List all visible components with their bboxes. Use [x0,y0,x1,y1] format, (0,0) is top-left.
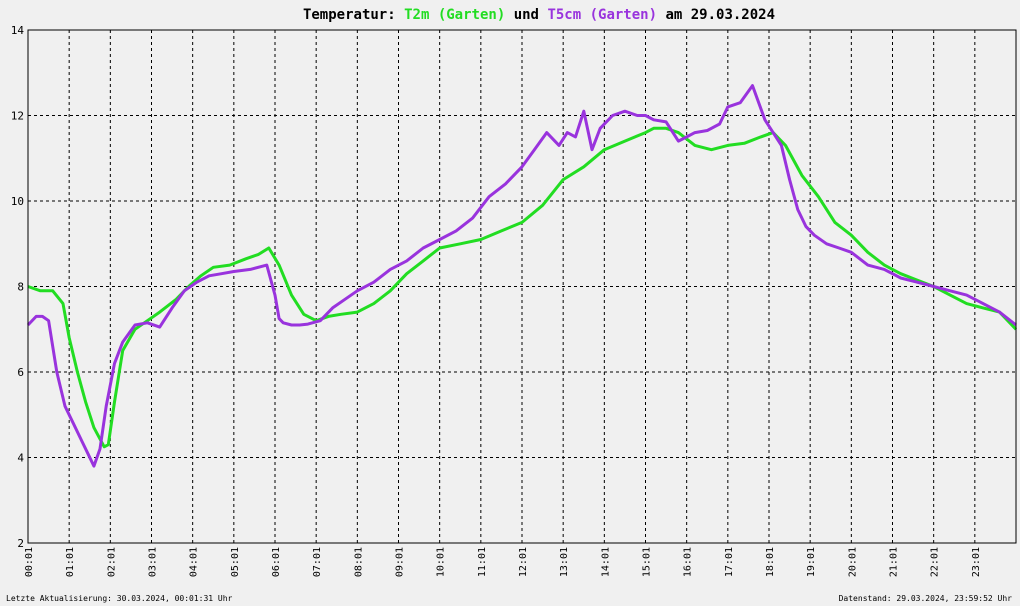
x-axis: 00:01 01:01 02:01 03:01 04:01 05:01 06:01 07:01… [24,547,982,577]
x-tick-label: 13:01 [559,547,570,577]
x-tick-label: 03:01 [148,547,159,577]
x-tick-label: 15:01 [642,547,653,577]
title-series-2: T5cm (Garten) [547,7,657,23]
y-axis: 2 4 6 8 10 12 14 [11,24,25,550]
x-tick-label: 21:01 [889,547,900,577]
y-tick-label: 2 [17,537,24,550]
x-tick-label: 22:01 [930,547,941,577]
x-tick-label: 16:01 [683,547,694,577]
footer-last-update: Letzte Aktualisierung: 30.03.2024, 00:01… [6,594,233,603]
series-lines [26,84,1018,468]
x-tick-label: 23:01 [971,547,982,577]
x-tick-label: 06:01 [271,547,282,577]
x-tick-label: 00:01 [24,547,35,577]
x-tick-label: 10:01 [436,547,447,577]
title-suffix: am 29.03.2024 [665,7,775,23]
chart-title: Temperatur: T2m (Garten) und T5cm (Garte… [303,7,775,23]
x-tick-label: 19:01 [806,547,817,577]
title-prefix: Temperatur: [303,7,396,23]
grid [28,30,1016,543]
y-tick-label: 12 [11,110,24,123]
x-tick-label: 17:01 [724,547,735,577]
x-tick-label: 01:01 [65,547,76,577]
y-tick-label: 8 [17,281,24,294]
plot-frame [27,29,1017,544]
x-tick-label: 14:01 [600,547,611,577]
x-tick-label: 05:01 [230,547,241,577]
title-mid: und [514,7,539,23]
title-series-1: T2m (Garten) [404,7,505,23]
x-tick-label: 08:01 [353,547,364,577]
y-tick-label: 4 [17,452,24,465]
series-line-2 [26,84,1017,468]
x-tick-label: 18:01 [765,547,776,577]
x-tick-label: 11:01 [477,547,488,577]
y-tick-label: 6 [17,366,24,379]
footer-data-status: Datenstand: 29.03.2024, 23:59:52 Uhr [839,594,1013,603]
x-tick-label: 12:01 [518,547,529,577]
y-tick-label: 10 [11,195,24,208]
y-tick-label: 14 [11,24,25,37]
x-tick-label: 20:01 [847,547,858,577]
x-tick-label: 04:01 [189,547,200,577]
x-tick-label: 02:01 [106,547,117,577]
series-line-1 [27,126,1018,449]
x-tick-label: 09:01 [395,547,406,577]
x-tick-label: 07:01 [312,547,323,577]
